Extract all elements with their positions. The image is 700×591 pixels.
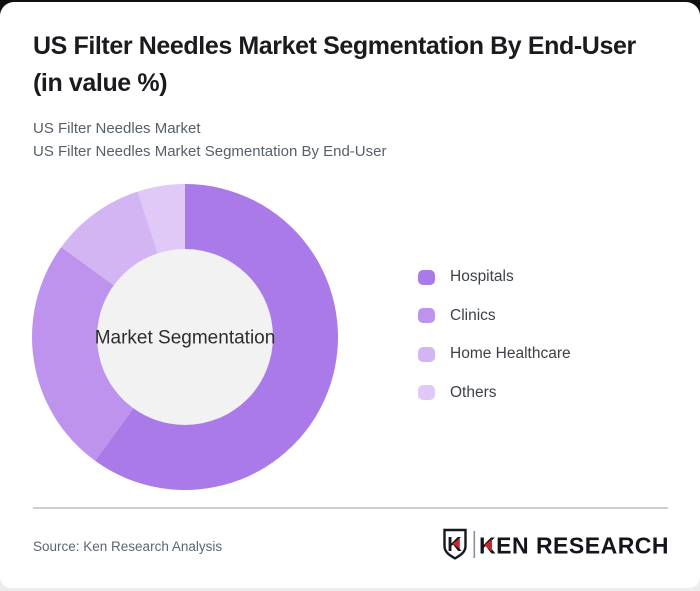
ken-research-shield-k-icon: K xyxy=(443,528,467,560)
subtitle-line1: US Filter Needles Market xyxy=(33,120,201,137)
donut-center-label: Market Segmentation xyxy=(95,328,276,349)
legend-item-clinics[interactable]: Clinics xyxy=(418,308,571,324)
legend-label: Clinics xyxy=(450,306,496,324)
legend-item-home-healthcare[interactable]: Home Healthcare xyxy=(418,346,571,362)
page-title-line2: (in value %) xyxy=(33,69,168,97)
footer-divider xyxy=(33,507,668,509)
chart-legend: Hospitals Clinics Home Healthcare Others xyxy=(418,269,571,423)
ken-research-logo[interactable]: K KEN RESEARCH xyxy=(438,525,670,565)
logo-wordmark: KEN RESEARCH xyxy=(479,533,669,559)
source-text: Source: Ken Research Analysis xyxy=(33,539,223,554)
legend-swatch-icon xyxy=(418,308,435,323)
donut-hole xyxy=(97,249,273,425)
logo-separator xyxy=(473,531,476,558)
logo-red-triangle-icon xyxy=(452,538,460,549)
legend-label: Others xyxy=(450,383,497,401)
legend-item-hospitals[interactable]: Hospitals xyxy=(418,269,571,285)
donut-chart: Market Segmentation xyxy=(32,184,339,491)
legend-label: Home Healthcare xyxy=(450,345,571,363)
page-title: US Filter Needles Market Segmentation By… xyxy=(33,28,673,102)
subtitle-line2: US Filter Needles Market Segmentation By… xyxy=(33,143,387,160)
legend-label: Hospitals xyxy=(450,268,514,286)
page-title-line1: US Filter Needles Market Segmentation By… xyxy=(33,32,636,60)
donut-chart-area: Market Segmentation xyxy=(29,183,339,493)
wordmark-red-triangle-icon xyxy=(484,539,492,552)
logo-text: KEN RESEARCH xyxy=(479,533,669,559)
legend-swatch-icon xyxy=(418,385,435,400)
legend-item-others[interactable]: Others xyxy=(418,385,571,401)
chart-subtitles: US Filter Needles Market US Filter Needl… xyxy=(33,117,633,163)
legend-swatch-icon xyxy=(418,346,435,362)
legend-swatch-icon xyxy=(418,269,435,285)
